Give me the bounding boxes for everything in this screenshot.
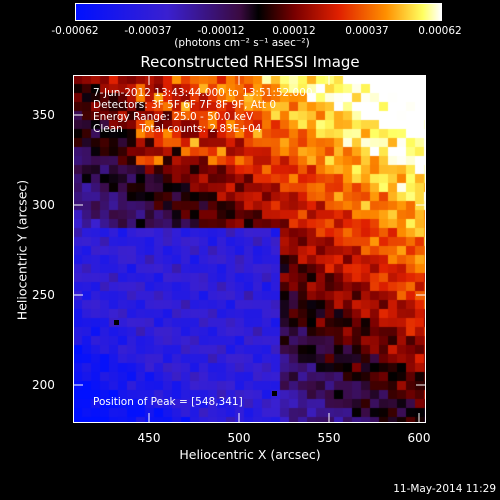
footer-timestamp: 11-May-2014 11:29 — [393, 483, 496, 495]
plot-axes — [73, 75, 426, 423]
plot-title: Reconstructed RHESSI Image — [140, 53, 360, 71]
colorbar-units: (photons cm⁻² s⁻¹ asec⁻²) — [174, 37, 310, 49]
colorbar-tick: -0.00037 — [124, 25, 172, 37]
colorbar-gradient — [76, 4, 441, 20]
x-axis-label: Heliocentric X (arcsec) — [179, 447, 321, 462]
colorbar-tick: 0.00037 — [345, 25, 389, 37]
y-tick-label: 300 — [32, 198, 55, 212]
marker-dot — [272, 391, 277, 396]
x-tick-label: 600 — [407, 431, 431, 445]
x-tick-label: 550 — [317, 431, 341, 445]
info-energy-range: Energy Range: 25.0 - 50.0 keV — [93, 111, 254, 123]
x-axis-ticks — [148, 75, 420, 423]
x-tick-label: 450 — [137, 431, 161, 445]
marker-dot — [114, 320, 119, 325]
colorbar-tick: -0.00012 — [197, 25, 245, 37]
colorbar — [75, 3, 442, 21]
info-detectors: Detectors: 3F 5F 6F 7F 8F 9F, Att 0 — [93, 99, 277, 111]
y-tick-label: 350 — [32, 108, 55, 122]
peak-position-label: Position of Peak = [548,341] — [93, 396, 243, 408]
info-clean-counts: Clean Total counts: 2.83E+04 — [93, 123, 262, 135]
plot-area: 7-Jun-2012 13:43:44.000 to 13:51:52.000 … — [73, 75, 426, 423]
colorbar-tick: 0.00012 — [272, 25, 316, 37]
y-axis-ticks — [73, 114, 426, 386]
colorbar-tick: -0.00062 — [51, 25, 99, 37]
y-tick-label: 200 — [32, 378, 55, 392]
y-axis-label: Heliocentric Y (arcsec) — [14, 179, 30, 321]
x-tick-label: 500 — [227, 431, 251, 445]
heatmap-image — [73, 75, 426, 423]
colorbar-tick: 0.00062 — [418, 25, 462, 37]
y-tick-label: 250 — [32, 288, 55, 302]
info-time-range: 7-Jun-2012 13:43:44.000 to 13:51:52.000 — [93, 87, 313, 99]
